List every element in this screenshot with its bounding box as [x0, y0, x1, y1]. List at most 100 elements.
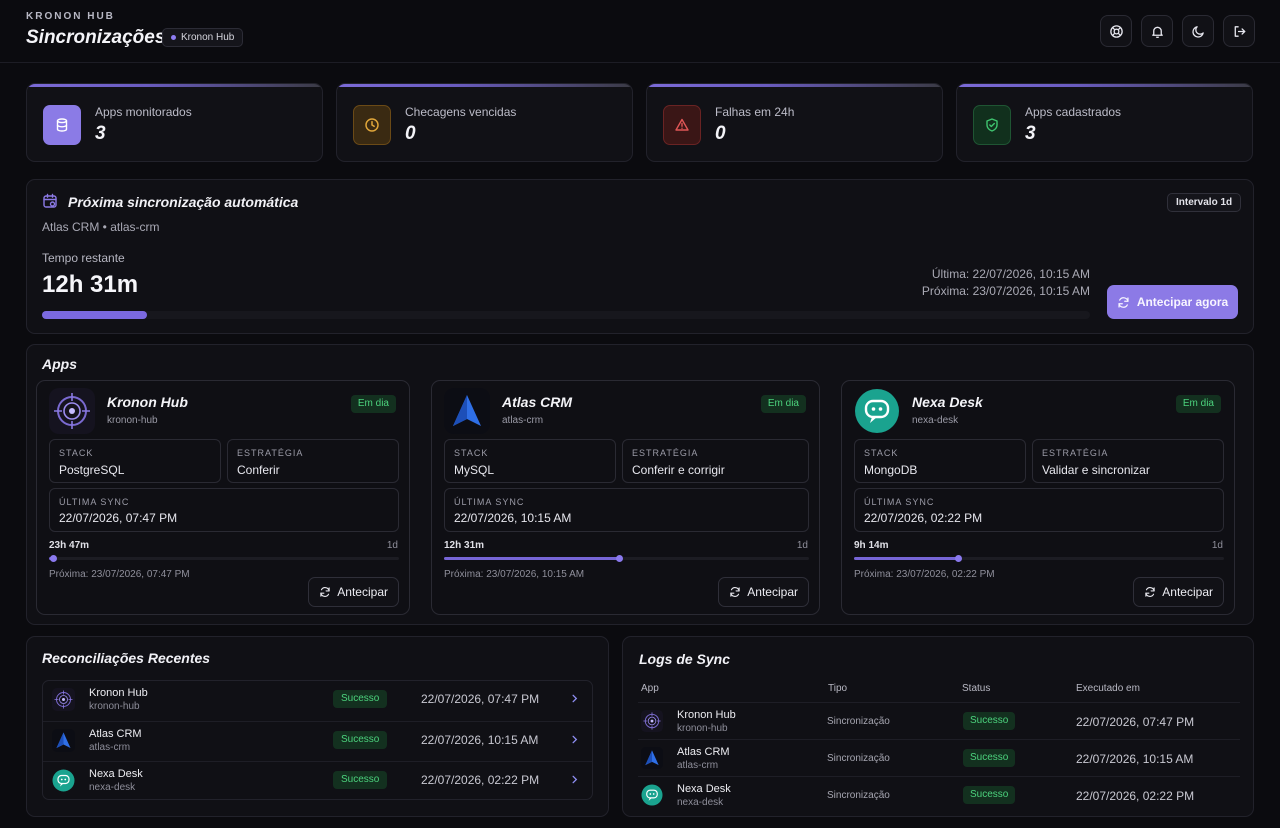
refresh-icon	[1144, 586, 1156, 598]
anticipate-button[interactable]: Antecipar	[718, 577, 809, 607]
stack-value: MySQL	[454, 463, 495, 477]
strategy-field: ESTRATÉGIA Conferir e corrigir	[622, 439, 809, 483]
reconciliations-list: Kronon Hub kronon-hub Sucesso 22/07/2026…	[42, 680, 593, 800]
row-app-name: Atlas CRM	[677, 746, 730, 758]
last-sync-text: Última: 22/07/2026, 10:15 AM	[931, 267, 1090, 281]
strategy-field: ESTRATÉGIA Conferir	[227, 439, 399, 483]
stack-label: STACK	[864, 448, 899, 458]
stat-label: Checagens vencidas	[405, 105, 517, 119]
kronon-hub-logo-icon	[52, 688, 75, 711]
status-badge: Em dia	[760, 395, 806, 413]
app-slug: nexa-desk	[912, 415, 959, 426]
stat-value: 0	[715, 123, 726, 144]
accent-bar	[27, 84, 322, 87]
progress-fill	[42, 311, 147, 319]
stat-icon-box	[663, 105, 701, 145]
logout-button[interactable]	[1223, 15, 1255, 47]
table-row[interactable]: Atlas CRM atlas-crm Sincronização Sucess…	[638, 739, 1240, 776]
anticipate-label: Antecipar	[747, 585, 798, 599]
stat-label: Apps cadastrados	[1025, 105, 1122, 119]
strategy-value: Validar e sincronizar	[1042, 463, 1150, 477]
accent-bar	[337, 84, 632, 87]
list-item[interactable]: Nexa Desk nexa-desk Sucesso 22/07/2026, …	[43, 761, 592, 801]
next-sync-title: Próxima sincronização automática	[68, 194, 299, 210]
stat-card-registered-apps: Apps cadastrados 3	[956, 83, 1253, 162]
table-row[interactable]: Kronon Hub kronon-hub Sincronização Suce…	[638, 702, 1240, 739]
theme-toggle-button[interactable]	[1182, 15, 1214, 47]
progress-handle	[616, 555, 624, 562]
app-name: Nexa Desk	[912, 394, 983, 410]
stat-icon-box	[43, 105, 81, 145]
status-badge: Sucesso	[963, 786, 1016, 804]
row-app-slug: nexa-desk	[89, 782, 136, 793]
kronon-hub-logo-icon	[641, 710, 663, 732]
app-progress	[444, 555, 809, 562]
bell-icon	[1151, 26, 1163, 38]
status-badge: Em dia	[350, 395, 396, 413]
anticipate-now-label: Antecipar agora	[1136, 295, 1229, 309]
status-badge: Sucesso	[333, 731, 388, 749]
app-card-nexa-desk: Nexa Desk nexa-desk Em dia STACK MongoDB…	[841, 380, 1235, 615]
last-sync-field: ÚLTIMA SYNC 22/07/2026, 02:22 PM	[854, 488, 1224, 532]
row-app-name: Kronon Hub	[677, 709, 736, 721]
chevron-right-icon[interactable]	[569, 734, 580, 745]
next-sync-app: Atlas CRM • atlas-crm	[42, 220, 160, 234]
last-sync-value: 22/07/2026, 02:22 PM	[864, 511, 983, 525]
anticipate-button[interactable]: Antecipar	[308, 577, 399, 607]
progress-handle	[49, 555, 57, 562]
stat-icon-box	[353, 105, 391, 145]
atlas-crm-logo-icon	[52, 729, 75, 752]
row-date: 22/07/2026, 07:47 PM	[421, 692, 540, 706]
next-sync-text: Próxima: 23/07/2026, 10:15 AM	[444, 569, 585, 580]
notifications-button[interactable]	[1141, 15, 1173, 47]
logout-icon	[1234, 25, 1245, 37]
stack-field: STACK PostgreSQL	[49, 439, 221, 483]
calendar-icon	[43, 193, 57, 208]
last-sync-field: ÚLTIMA SYNC 22/07/2026, 10:15 AM	[444, 488, 809, 532]
last-sync-value: 22/07/2026, 10:15 AM	[454, 511, 572, 525]
table-row[interactable]: Nexa Desk nexa-desk Sincronização Sucess…	[638, 776, 1240, 813]
column-header-type: Tipo	[828, 683, 848, 694]
app-slug: kronon-hub	[107, 415, 158, 426]
clock-icon	[365, 118, 379, 132]
reconciliations-title: Reconciliações Recentes	[42, 650, 211, 666]
nexa-desk-logo-icon	[641, 784, 663, 806]
chevron-right-icon[interactable]	[569, 774, 580, 785]
stack-field: STACK MySQL	[444, 439, 616, 483]
app-card-atlas-crm: Atlas CRM atlas-crm Em dia STACK MySQL E…	[431, 380, 820, 615]
last-sync-label: ÚLTIMA SYNC	[454, 497, 525, 507]
interval-text: 1d	[1211, 540, 1223, 551]
chevron-right-icon[interactable]	[569, 693, 580, 704]
accent-bar	[647, 84, 942, 87]
list-item[interactable]: Atlas CRM atlas-crm Sucesso 22/07/2026, …	[43, 721, 592, 761]
last-sync-label: ÚLTIMA SYNC	[59, 497, 130, 507]
app-name: Kronon Hub	[107, 394, 188, 410]
list-item[interactable]: Kronon Hub kronon-hub Sucesso 22/07/2026…	[43, 681, 592, 721]
row-type: Sincronização	[827, 716, 890, 727]
database-icon	[56, 118, 68, 132]
progress-fill	[854, 557, 958, 560]
brand-label: KRONON HUB	[26, 11, 115, 22]
row-date: 22/07/2026, 02:22 PM	[1076, 789, 1195, 803]
nexa-desk-logo-icon	[52, 769, 75, 792]
strategy-label: ESTRATÉGIA	[1042, 448, 1109, 458]
refresh-icon	[1117, 296, 1130, 309]
top-actions	[1100, 15, 1255, 47]
row-type: Sincronização	[827, 790, 890, 801]
row-app-slug: kronon-hub	[677, 723, 728, 734]
strategy-value: Conferir e corrigir	[632, 463, 725, 477]
remaining-time: 9h 14m	[854, 540, 889, 551]
logs-panel	[622, 636, 1254, 817]
row-date: 22/07/2026, 02:22 PM	[421, 773, 540, 787]
workspace-chip[interactable]: Kronon Hub	[162, 28, 244, 47]
nexa-desk-logo-icon	[854, 388, 900, 434]
sync-dates: Última: 22/07/2026, 10:15 AM Próxima: 23…	[922, 266, 1090, 300]
app-slug: atlas-crm	[502, 415, 544, 426]
anticipate-now-button[interactable]: Antecipar agora	[1107, 285, 1238, 319]
anticipate-button[interactable]: Antecipar	[1133, 577, 1224, 607]
support-button[interactable]	[1100, 15, 1132, 47]
interval-text: 1d	[386, 540, 398, 551]
strategy-label: ESTRATÉGIA	[632, 448, 699, 458]
interval-badge: Intervalo 1d	[1167, 193, 1242, 212]
column-header-executed: Executado em	[1076, 683, 1140, 694]
